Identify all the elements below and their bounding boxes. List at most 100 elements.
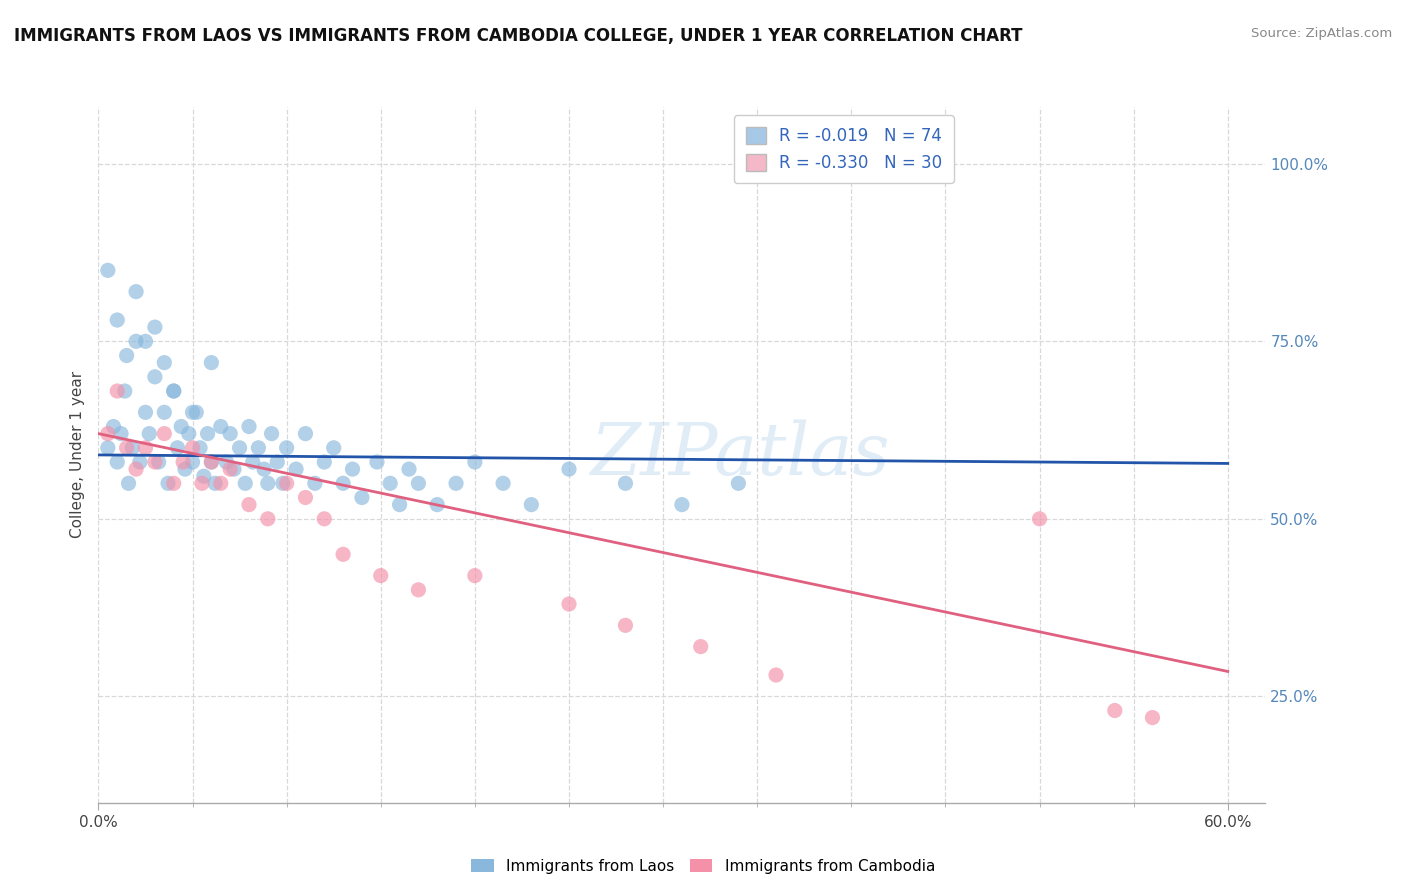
Point	[388, 498, 411, 512]
Point	[366, 455, 388, 469]
Point	[193, 469, 215, 483]
Point	[103, 419, 125, 434]
Legend: R = -0.019   N = 74, R = -0.330   N = 30: R = -0.019 N = 74, R = -0.330 N = 30	[734, 115, 953, 184]
Point	[114, 384, 136, 398]
Point	[181, 455, 204, 469]
Point	[464, 455, 486, 469]
Point	[1104, 704, 1126, 718]
Point	[157, 476, 180, 491]
Point	[253, 462, 276, 476]
Point	[97, 263, 120, 277]
Point	[191, 476, 214, 491]
Point	[97, 426, 120, 441]
Point	[153, 426, 176, 441]
Point	[378, 476, 402, 491]
Point	[285, 462, 308, 476]
Point	[97, 441, 120, 455]
Point	[242, 455, 264, 469]
Point	[134, 334, 156, 349]
Text: ZIPatlas: ZIPatlas	[591, 419, 890, 491]
Point	[219, 426, 242, 441]
Point	[492, 476, 515, 491]
Point	[115, 349, 138, 363]
Point	[727, 476, 749, 491]
Point	[398, 462, 420, 476]
Point	[148, 455, 170, 469]
Point	[1028, 512, 1050, 526]
Point	[332, 547, 354, 561]
Point	[444, 476, 467, 491]
Point	[181, 405, 204, 419]
Point	[689, 640, 711, 654]
Point	[143, 455, 166, 469]
Point	[558, 462, 581, 476]
Point	[765, 668, 787, 682]
Point	[322, 441, 344, 455]
Legend: Immigrants from Laos, Immigrants from Cambodia: Immigrants from Laos, Immigrants from Ca…	[465, 853, 941, 880]
Text: IMMIGRANTS FROM LAOS VS IMMIGRANTS FROM CAMBODIA COLLEGE, UNDER 1 YEAR CORRELATI: IMMIGRANTS FROM LAOS VS IMMIGRANTS FROM …	[14, 27, 1022, 45]
Point	[558, 597, 581, 611]
Point	[125, 462, 148, 476]
Point	[294, 491, 316, 505]
Point	[370, 568, 392, 582]
Point	[209, 419, 232, 434]
Point	[314, 512, 336, 526]
Point	[181, 441, 204, 455]
Point	[153, 405, 176, 419]
Point	[228, 441, 250, 455]
Point	[260, 426, 283, 441]
Point	[172, 455, 194, 469]
Point	[276, 441, 298, 455]
Point	[115, 441, 138, 455]
Point	[170, 419, 193, 434]
Point	[276, 476, 298, 491]
Point	[105, 455, 128, 469]
Point	[294, 426, 316, 441]
Point	[256, 512, 278, 526]
Point	[238, 498, 260, 512]
Point	[121, 441, 143, 455]
Point	[105, 384, 128, 398]
Point	[204, 476, 226, 491]
Point	[134, 405, 156, 419]
Point	[188, 441, 211, 455]
Point	[177, 426, 200, 441]
Point	[143, 320, 166, 334]
Point	[233, 476, 256, 491]
Point	[464, 568, 486, 582]
Point	[215, 455, 238, 469]
Point	[163, 384, 186, 398]
Point	[408, 476, 430, 491]
Point	[200, 455, 222, 469]
Point	[200, 455, 222, 469]
Point	[186, 405, 208, 419]
Point	[134, 441, 156, 455]
Point	[110, 426, 132, 441]
Point	[222, 462, 245, 476]
Y-axis label: College, Under 1 year: College, Under 1 year	[70, 371, 86, 539]
Point	[163, 384, 186, 398]
Point	[238, 419, 260, 434]
Point	[105, 313, 128, 327]
Point	[117, 476, 139, 491]
Point	[1142, 710, 1164, 724]
Point	[271, 476, 294, 491]
Point	[219, 462, 242, 476]
Point	[153, 356, 176, 370]
Point	[614, 618, 637, 632]
Point	[520, 498, 543, 512]
Point	[125, 334, 148, 349]
Point	[614, 476, 637, 491]
Point	[209, 476, 232, 491]
Point	[197, 426, 219, 441]
Point	[200, 356, 222, 370]
Point	[128, 455, 150, 469]
Point	[671, 498, 693, 512]
Point	[166, 441, 188, 455]
Point	[174, 462, 197, 476]
Point	[125, 285, 148, 299]
Point	[408, 582, 430, 597]
Point	[266, 455, 288, 469]
Point	[163, 476, 186, 491]
Point	[304, 476, 326, 491]
